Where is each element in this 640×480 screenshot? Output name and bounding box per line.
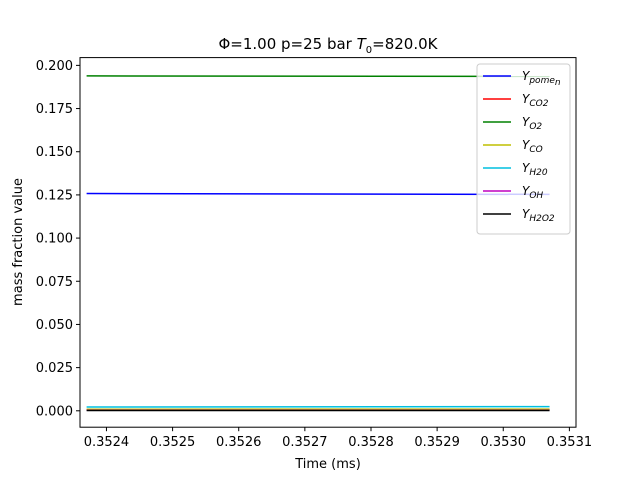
x-tick-label: 0.3524 — [84, 435, 130, 450]
y-tick-label: 0.025 — [36, 361, 73, 376]
legend-label-co: YCO — [522, 138, 543, 155]
y-tick-label: 0.000 — [36, 404, 73, 419]
y-tick-label: 0.200 — [36, 59, 73, 74]
chart-title-var: T — [357, 35, 368, 53]
x-tick-label: 0.3529 — [414, 435, 460, 450]
legend-label-h2o2: YH2O2 — [522, 207, 555, 224]
y-tick-label: 0.175 — [36, 102, 73, 117]
chart-title-rest: =820.0K — [372, 35, 439, 53]
y-tick-label: 0.050 — [36, 318, 73, 333]
series-line-o2 — [86, 75, 550, 78]
y-axis-ticks: 0.000 0.025 0.050 0.075 0.100 0.125 0.150 0.175… — [36, 59, 80, 419]
chart-title-subscript: 0 — [366, 45, 372, 56]
legend-label-h20: YH20 — [522, 161, 548, 178]
legend-label-oh: YOH — [522, 184, 543, 201]
x-tick-label: 0.3530 — [481, 435, 527, 450]
plot-frame — [79, 57, 577, 428]
chart-title-main: Φ=1.00 p=25 bar — [218, 35, 356, 53]
series-line-pome — [86, 192, 550, 196]
y-axis-label: mass fraction value — [11, 178, 26, 306]
x-axis-ticks: 0.3524 0.3525 0.3526 0.3527 0.3528 0.3529 0.35… — [84, 427, 592, 450]
y-tick-label: 0.075 — [36, 275, 73, 290]
legend-label-co2: YCO2 — [522, 92, 549, 109]
legend-label-o2: YO2 — [522, 115, 542, 132]
y-tick-label: 0.100 — [36, 232, 73, 247]
plot-lines — [86, 75, 550, 412]
legend-items: Ypomen YCO2 YO2 YCO YH20 YOH YH2O2 — [483, 69, 561, 224]
x-tick-label: 0.3525 — [150, 435, 196, 450]
chart-title: Φ=1.00 p=25 bar T0=820.0K — [218, 35, 438, 56]
y-tick-label: 0.125 — [36, 188, 73, 203]
x-tick-label: 0.3526 — [216, 435, 262, 450]
y-tick-label: 0.150 — [36, 145, 73, 160]
x-tick-label: 0.3528 — [348, 435, 394, 450]
legend: Ypomen YCO2 YO2 YCO YH20 YOH YH2O2 — [476, 63, 571, 235]
x-axis-label: Time (ms) — [294, 457, 361, 472]
x-tick-label: 0.3531 — [547, 435, 593, 450]
legend-label-pome: Ypomen — [522, 69, 561, 88]
x-tick-label: 0.3527 — [282, 435, 328, 450]
